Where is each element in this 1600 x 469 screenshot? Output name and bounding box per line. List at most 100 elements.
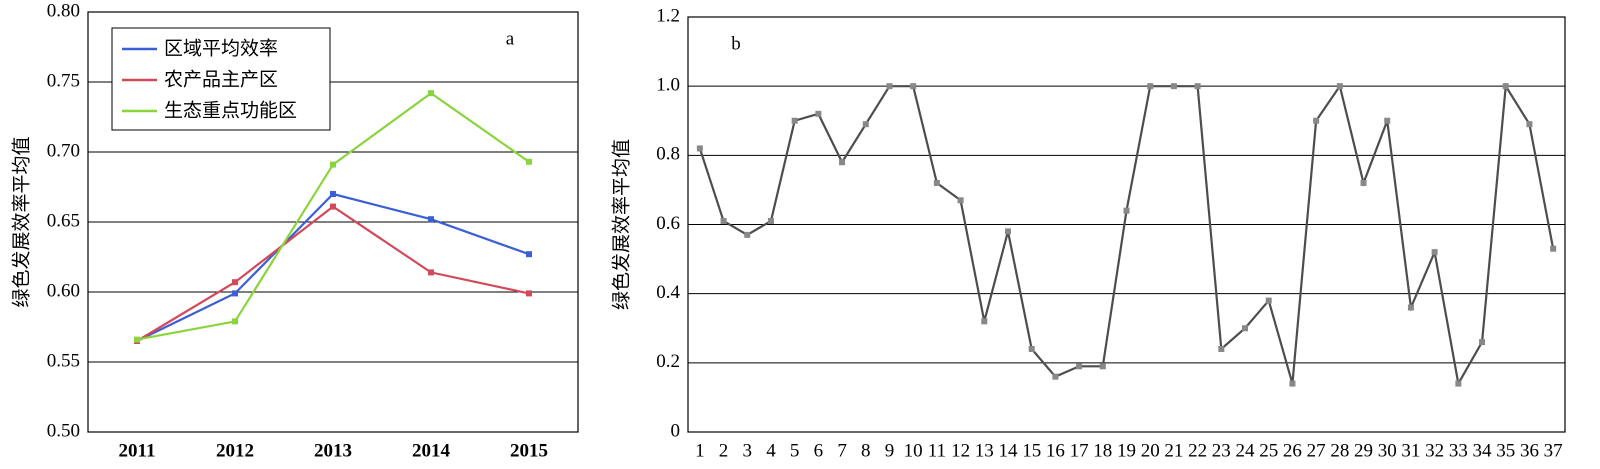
x-tick-label: 32 [1425, 440, 1444, 461]
x-tick-label: 23 [1212, 440, 1231, 461]
x-tick-label: 12 [951, 440, 970, 461]
x-tick-label: 3 [743, 440, 753, 461]
data-point [526, 158, 532, 165]
legend-label: 生态重点功能区 [164, 100, 297, 122]
y-tick-label: 0.60 [47, 280, 80, 301]
x-tick-label: 11 [928, 440, 946, 461]
data-point [1502, 83, 1509, 90]
x-tick-label: 33 [1449, 440, 1468, 461]
x-tick-label: 7 [837, 440, 847, 461]
x-tick-label: 25 [1259, 440, 1278, 461]
x-tick-label: 17 [1070, 440, 1089, 461]
x-tick-label: 13 [975, 440, 994, 461]
x-tick-label: 2014 [412, 440, 451, 461]
data-point [1384, 117, 1391, 124]
x-tick-label: 30 [1378, 440, 1397, 461]
data-point [1052, 373, 1059, 380]
data-point [886, 83, 893, 90]
y-tick-label: 0.55 [47, 350, 80, 371]
x-tick-label: 34 [1473, 440, 1493, 461]
data-point [862, 121, 869, 128]
x-tick-label: 24 [1236, 440, 1256, 461]
data-point [1004, 228, 1011, 235]
x-tick-label: 6 [814, 440, 824, 461]
y-tick-label: 1.0 [656, 75, 680, 96]
x-tick-label: 36 [1520, 440, 1539, 461]
data-point [720, 218, 727, 225]
x-tick-label: 2012 [216, 440, 254, 461]
data-point [1028, 346, 1035, 352]
x-tick-label: 10 [904, 440, 923, 461]
plot-frame [687, 16, 1566, 433]
data-point [1360, 180, 1367, 186]
x-tick-label: 26 [1283, 440, 1302, 461]
y-axis-title: 绿色发展效率平均值 [611, 139, 633, 310]
x-tick-label: 18 [1093, 440, 1112, 461]
data-point [1313, 117, 1320, 124]
x-tick-label: 20 [1141, 440, 1160, 461]
data-point [1099, 363, 1106, 370]
x-tick-label: 22 [1188, 440, 1207, 461]
series-line [136, 192, 530, 342]
x-tick-label: 4 [766, 440, 776, 461]
x-tick-label: 27 [1307, 440, 1326, 461]
data-point [1479, 339, 1486, 346]
y-axis-title: 绿色发展效率平均值 [11, 136, 33, 307]
series-line [698, 82, 1555, 387]
data-point [428, 216, 434, 223]
data-point [232, 290, 238, 297]
y-tick-label: 0.75 [47, 70, 80, 91]
data-point [232, 279, 238, 286]
data-point [1431, 249, 1438, 256]
panel-label: b [731, 33, 741, 54]
data-point [957, 197, 964, 204]
data-point [1289, 380, 1296, 387]
legend-label: 农产品主产区 [164, 69, 278, 91]
x-tick-label: 2 [719, 440, 729, 461]
data-point [330, 191, 336, 197]
plot-frame [87, 11, 579, 433]
data-point [1123, 207, 1130, 214]
y-tick-label: 0.70 [47, 140, 80, 161]
x-tick-label: 2013 [314, 440, 352, 461]
data-point [1147, 83, 1154, 90]
data-point [526, 290, 532, 297]
data-point [1526, 121, 1533, 128]
x-tick-label: 9 [885, 440, 895, 461]
x-tick-label: 8 [861, 440, 871, 461]
panel-label: a [506, 28, 515, 49]
legend-box [111, 27, 331, 131]
data-point [791, 117, 798, 124]
y-tick-label: 0.80 [47, 0, 80, 21]
x-tick-label: 19 [1117, 440, 1136, 461]
data-point [428, 269, 434, 276]
data-point [1407, 304, 1414, 311]
data-point [1336, 83, 1343, 90]
x-tick-label: 14 [998, 440, 1018, 461]
data-point [1170, 83, 1177, 90]
data-point [134, 336, 140, 343]
y-tick-label: 0.4 [656, 282, 680, 303]
data-point [839, 159, 846, 166]
x-tick-label: 1 [695, 440, 705, 461]
x-tick-label: 2011 [119, 440, 156, 461]
x-tick-label: 31 [1401, 440, 1420, 461]
data-point [1550, 245, 1557, 252]
chart: 0.50 0.55 0.60 0.65 0.70 0.75 0.80 2011 2012 2013… [11, 0, 579, 461]
data-point [1076, 363, 1083, 370]
x-tick-label: 29 [1354, 440, 1373, 461]
data-point [330, 161, 336, 168]
x-tick-label: 16 [1046, 440, 1065, 461]
data-point [1194, 83, 1201, 90]
data-point [767, 218, 774, 225]
data-point [428, 90, 434, 97]
legend-label: 区域平均效率 [164, 38, 278, 60]
y-tick-label: 0.65 [47, 210, 80, 231]
y-tick-label: 0.6 [656, 213, 680, 234]
series-line [136, 205, 530, 342]
y-tick-label: 0 [671, 420, 681, 441]
data-point [910, 83, 917, 90]
